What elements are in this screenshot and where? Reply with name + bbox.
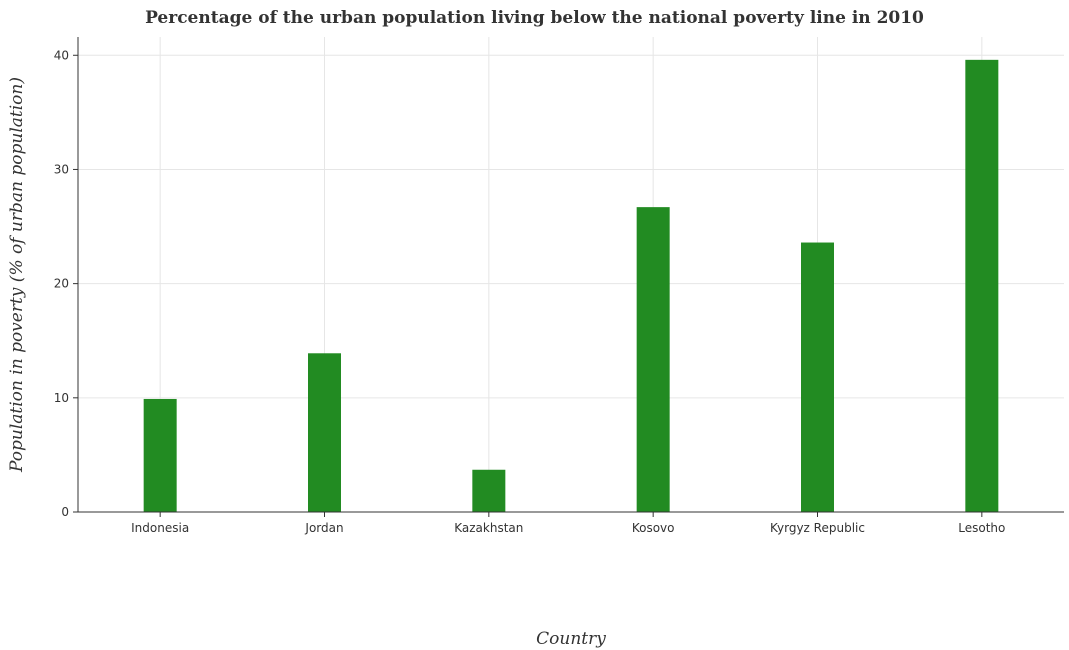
grid-lines xyxy=(78,37,1064,513)
y-tick-label: 30 xyxy=(54,162,69,176)
bar-jordan xyxy=(308,353,341,512)
x-tick-label: Jordan xyxy=(304,521,343,535)
bars xyxy=(143,59,999,513)
chart-title: Percentage of the urban population livin… xyxy=(145,8,924,28)
x-axis-title: Country xyxy=(536,629,606,649)
bar-kosovo xyxy=(636,207,670,513)
y-tick-label: 10 xyxy=(54,391,69,405)
x-tick-label: Kosovo xyxy=(632,521,675,535)
y-tick-label: 40 xyxy=(54,48,69,62)
bar-kyrgyz-republic xyxy=(801,242,834,512)
y-axis-title: Population in poverty (% of urban popula… xyxy=(7,77,27,473)
y-tick-label: 0 xyxy=(61,505,69,519)
x-tick-label: Indonesia xyxy=(131,521,189,535)
axes xyxy=(73,37,1064,517)
x-tick-label: Lesotho xyxy=(958,521,1005,535)
bar-kazakhstan xyxy=(472,469,506,512)
bar-lesotho xyxy=(965,59,999,512)
x-tick-label: Kazakhstan xyxy=(454,521,523,535)
x-tick-label: Kyrgyz Republic xyxy=(770,521,865,535)
tick-labels: 0 10 20 30 40 Indonesia Jordan Kazakhstan Kosovo… xyxy=(54,48,1006,535)
y-tick-label: 20 xyxy=(54,277,69,291)
bar-indonesia xyxy=(143,398,177,512)
